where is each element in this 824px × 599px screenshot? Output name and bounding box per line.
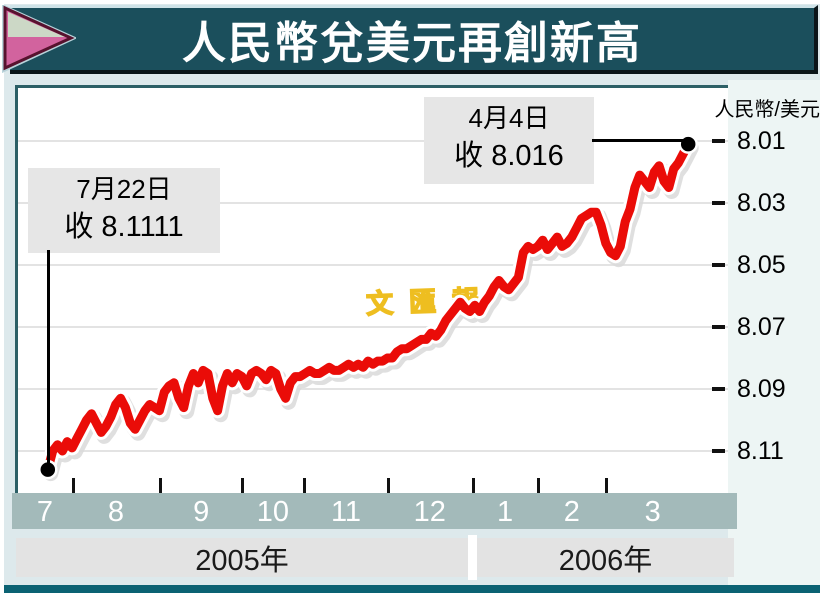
callout-start-close: 收 8.1111 <box>64 211 184 243</box>
year-label-2006: 2006年 <box>477 538 734 577</box>
month-tick <box>471 478 475 493</box>
y-tick-dash <box>712 263 725 267</box>
callout-end-date: 4月4日 <box>468 103 550 133</box>
y-tick-label: 8.11 <box>737 437 784 465</box>
month-label: 2 <box>563 496 580 528</box>
y-tick-label: 8.07 <box>737 313 786 341</box>
year-label-2005: 2005年 <box>16 538 468 577</box>
month-label: 9 <box>193 496 210 528</box>
y-tick-label: 8.05 <box>737 251 786 279</box>
month-tick <box>159 478 162 493</box>
y-tick-dash <box>712 139 725 143</box>
month-label: 11 <box>330 496 362 528</box>
callout-start-date: 7月22日 <box>76 174 172 204</box>
month-tick <box>386 478 390 493</box>
exchange-rate-line-chart <box>18 134 728 482</box>
callout-end-close: 收 8.016 <box>454 140 564 172</box>
y-axis-panel <box>728 80 820 585</box>
page-title: 人民幣兌美元再創新高 <box>182 19 642 68</box>
y-axis-unit-label: 人民幣/美元 <box>714 99 820 121</box>
month-label: 7 <box>36 496 54 528</box>
y-tick-dash <box>712 201 725 205</box>
callout-start: 7月22日 收 8.1111 <box>28 168 220 253</box>
month-label: 8 <box>107 496 125 528</box>
year-divider <box>468 535 477 580</box>
month-label: 12 <box>413 496 446 528</box>
month-tick <box>241 478 244 493</box>
month-label: 10 <box>256 496 290 528</box>
month-tick <box>302 478 306 493</box>
rate-line <box>43 139 693 475</box>
callout-end-connector <box>592 139 684 142</box>
y-tick-dash <box>712 387 725 391</box>
y-tick-label: 8.09 <box>737 375 786 403</box>
y-tick-dash <box>712 449 725 453</box>
plot-area: 文匯報 <box>15 85 728 493</box>
y-tick-dash <box>712 325 725 329</box>
month-label: 1 <box>496 496 514 528</box>
publisher-arrow-logo-icon <box>2 5 76 73</box>
bottom-rule <box>4 585 820 593</box>
month-tick <box>72 478 76 493</box>
callout-start-connector <box>47 250 50 473</box>
month-label: 3 <box>644 496 661 528</box>
title-bar: 人民幣兌美元再創新高 <box>10 5 818 74</box>
month-band <box>12 493 737 529</box>
y-tick-label: 8.01 <box>737 127 786 155</box>
callout-end: 4月4日 收 8.016 <box>424 97 594 184</box>
month-tick <box>605 478 609 493</box>
y-tick-label: 8.03 <box>737 189 786 217</box>
month-tick <box>537 478 540 493</box>
